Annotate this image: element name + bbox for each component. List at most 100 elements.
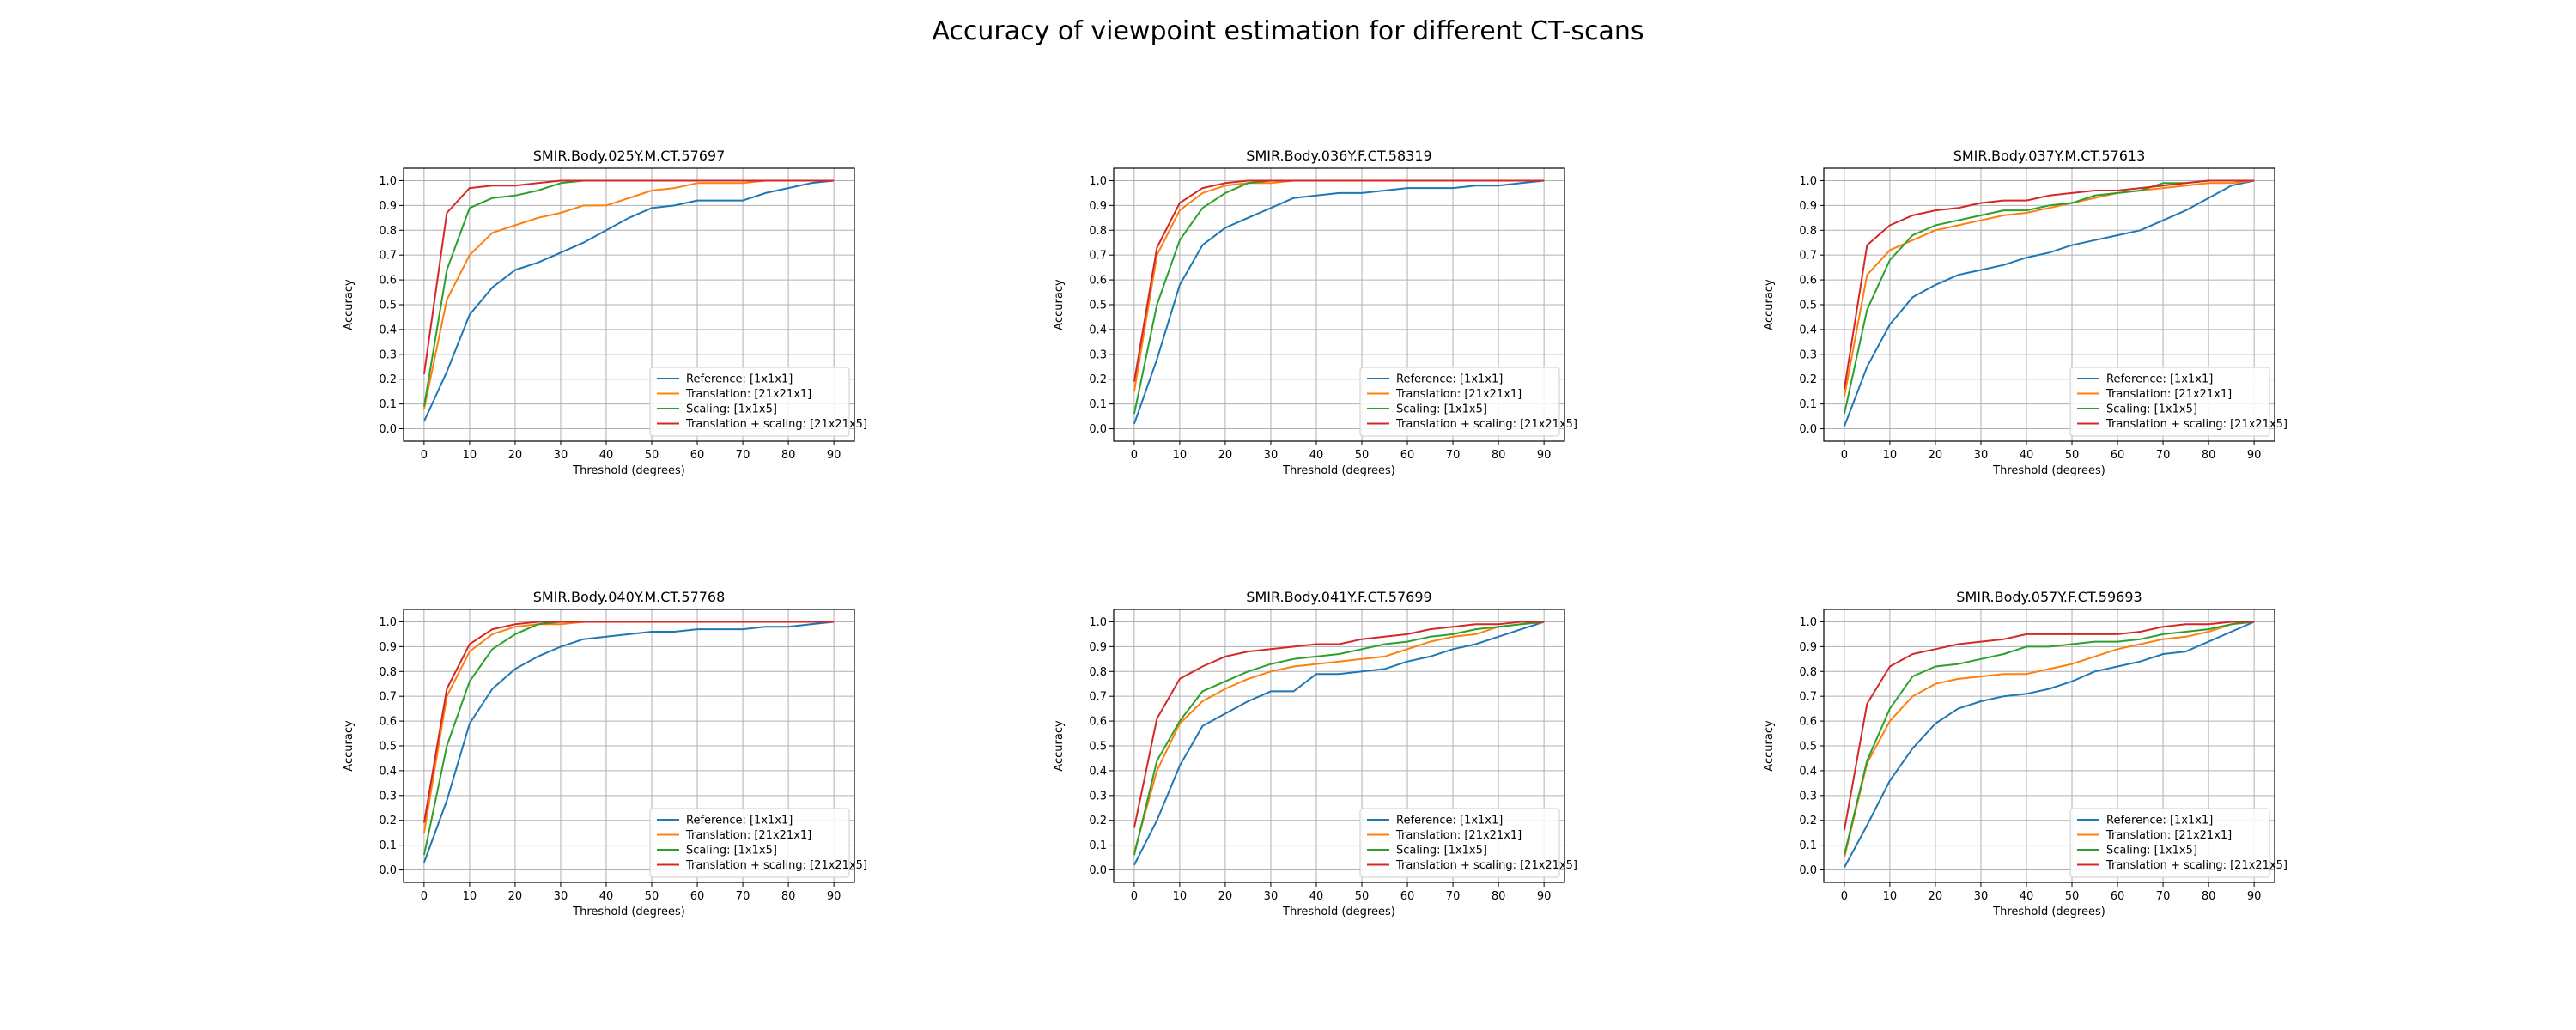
x-axis-label: Threshold (degrees)	[1992, 464, 2105, 477]
legend-entry: Translation: [21x21x1]	[1395, 829, 1522, 842]
legend: Reference: [1x1x1] Translation: [21x21x1]…	[1359, 367, 1577, 437]
x-tick-label: 10	[463, 449, 477, 462]
y-tick-label: 0.9	[1089, 200, 1107, 213]
legend-entry: Reference: [1x1x1]	[1396, 373, 1503, 386]
y-tick-label: 0.7	[1089, 691, 1107, 704]
series-line-1	[1133, 179, 1545, 425]
y-tick-label: 0.4	[379, 324, 397, 336]
y-tick-label: 0.3	[379, 348, 397, 361]
subplot-title: SMIR.Body.036Y.F.CT.58319	[1246, 148, 1431, 164]
x-tick-label: 40	[599, 449, 614, 462]
x-tick-label: 50	[1355, 890, 1370, 903]
legend: Reference: [1x1x1] Translation: [21x21x1]…	[1359, 808, 1577, 878]
x-axis-label: Threshold (degrees)	[572, 906, 685, 918]
legend-box	[2069, 808, 2270, 878]
y-tick-label: 0.1	[1799, 398, 1817, 411]
x-tick-label: 30	[554, 890, 568, 903]
x-tick-label: 90	[1537, 449, 1552, 462]
y-tick-label: 0.7	[1799, 691, 1817, 704]
y-tick-label: 0.0	[1799, 864, 1817, 877]
legend: Reference: [1x1x1] Translation: [21x21x1]…	[649, 367, 867, 437]
x-tick-label: 50	[2065, 890, 2080, 903]
x-tick-label: 70	[736, 449, 750, 462]
x-tick-label: 10	[1883, 890, 1898, 903]
legend-entry: Translation + scaling: [21x21x5]	[2105, 418, 2287, 431]
y-tick-label: 0.1	[1089, 398, 1107, 411]
subplot-title: SMIR.Body.040Y.M.CT.57768	[533, 589, 726, 605]
x-axis-label: Threshold (degrees)	[1282, 906, 1395, 918]
y-tick-label: 0.3	[1089, 790, 1107, 803]
x-tick-label: 50	[645, 890, 659, 903]
legend-box	[1359, 808, 1560, 878]
legend-box	[2069, 367, 2270, 437]
y-tick-label: 1.0	[379, 175, 397, 188]
series-line-4	[1133, 621, 1545, 828]
y-tick-label: 1.0	[1089, 175, 1107, 188]
x-tick-label: 0	[421, 449, 428, 462]
y-tick-label: 0.5	[1089, 741, 1107, 754]
x-tick-label: 60	[2111, 890, 2125, 903]
y-tick-label: 0.9	[1799, 200, 1817, 213]
y-tick-label: 0.9	[1089, 641, 1107, 654]
series-line-1	[422, 621, 835, 863]
legend-entry: Translation: [21x21x1]	[685, 388, 811, 401]
x-tick-label: 90	[827, 890, 841, 903]
y-axis-label: Accuracy	[343, 720, 355, 772]
x-tick-label: 40	[2020, 449, 2034, 462]
x-axis-label: Threshold (degrees)	[1992, 906, 2105, 918]
y-tick-label: 0.3	[1799, 790, 1817, 803]
y-tick-label: 0.1	[1089, 839, 1107, 852]
x-tick-label: 90	[2247, 449, 2262, 462]
legend-entry: Reference: [1x1x1]	[2106, 373, 2213, 386]
legend-entry: Scaling: [1x1x5]	[2106, 403, 2197, 416]
y-tick-label: 1.0	[379, 616, 397, 629]
y-tick-label: 0.4	[1089, 765, 1107, 778]
x-tick-label: 60	[690, 449, 705, 462]
x-tick-label: 60	[690, 890, 705, 903]
x-tick-label: 30	[1264, 890, 1279, 903]
x-tick-label: 80	[781, 890, 796, 903]
x-tick-label: 60	[1400, 449, 1415, 462]
legend-entry: Translation: [21x21x1]	[1395, 388, 1522, 401]
subplot-1: 0 10 20 30 40 50 60 70 80 90 0.0 0.1 0.2 0.3 0.4 0.5 0.6…	[343, 148, 867, 477]
legend-entry: Scaling: [1x1x5]	[1396, 403, 1487, 416]
series-line-4	[422, 621, 835, 823]
y-tick-label: 0.3	[379, 790, 397, 803]
subplot-grid: 0 10 20 30 40 50 60 70 80 90 0.0 0.1 0.2 0.3 0.4 0.5 0.6…	[343, 148, 2287, 918]
x-tick-label: 80	[781, 449, 796, 462]
y-axis-label: Accuracy	[1763, 279, 1776, 330]
series-line-1	[422, 179, 835, 422]
x-tick-label: 80	[2202, 890, 2216, 903]
legend-box	[649, 367, 850, 437]
series-line-3	[1133, 621, 1545, 856]
series-line-1	[1843, 179, 2255, 427]
y-tick-label: 0.2	[1089, 373, 1107, 386]
y-tick-label: 0.6	[1799, 716, 1817, 729]
legend-entry: Reference: [1x1x1]	[2106, 815, 2213, 827]
series-line-4	[1133, 179, 1545, 382]
legend: Reference: [1x1x1] Translation: [21x21x1]…	[649, 808, 867, 878]
series-line-1	[1133, 621, 1545, 866]
figure-title: Accuracy of viewpoint estimation for dif…	[932, 16, 1643, 46]
y-tick-label: 0.9	[379, 200, 397, 213]
x-tick-label: 90	[1537, 890, 1552, 903]
subplot-title: SMIR.Body.057Y.F.CT.59693	[1956, 589, 2142, 605]
y-tick-label: 0.2	[1799, 373, 1817, 386]
y-tick-label: 0.6	[1089, 716, 1107, 729]
series-line-4	[1843, 179, 2255, 390]
y-tick-label: 0.8	[1799, 666, 1817, 679]
series-line-2	[1843, 179, 2255, 397]
y-axis-label: Accuracy	[1763, 720, 1776, 772]
x-tick-label: 0	[1131, 449, 1138, 462]
x-tick-label: 90	[827, 449, 841, 462]
y-tick-label: 0.6	[379, 275, 397, 288]
y-tick-label: 0.4	[1089, 324, 1107, 336]
y-axis-label: Accuracy	[1053, 279, 1066, 330]
y-tick-label: 0.5	[1089, 300, 1107, 312]
y-tick-label: 0.9	[1799, 641, 1817, 654]
x-tick-label: 70	[2156, 890, 2171, 903]
legend-entry: Translation + scaling: [21x21x5]	[1395, 859, 1577, 872]
legend-entry: Translation + scaling: [21x21x5]	[685, 859, 867, 872]
y-tick-label: 0.4	[1799, 324, 1817, 336]
